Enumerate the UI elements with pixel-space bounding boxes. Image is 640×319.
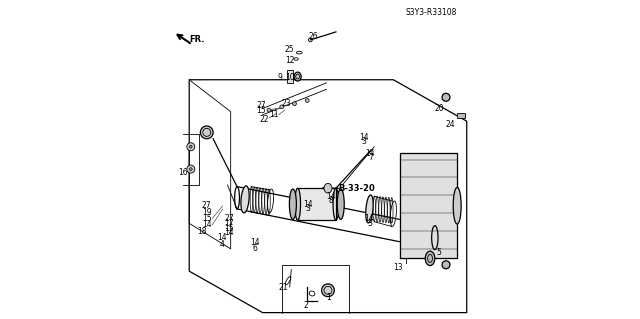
Text: 3: 3 (362, 137, 367, 146)
Text: 25: 25 (285, 45, 294, 54)
Text: 13: 13 (394, 263, 403, 272)
Text: 12: 12 (285, 56, 294, 65)
Text: 4: 4 (220, 240, 224, 249)
Bar (457, 113, 465, 118)
Text: B-33-20: B-33-20 (339, 184, 375, 193)
Text: 9: 9 (278, 73, 283, 82)
Text: 15: 15 (256, 106, 266, 115)
Ellipse shape (305, 99, 309, 102)
Ellipse shape (200, 126, 213, 139)
Ellipse shape (324, 183, 332, 193)
Bar (298, 188, 336, 220)
Ellipse shape (321, 284, 334, 297)
Ellipse shape (453, 188, 461, 224)
Text: 27: 27 (202, 201, 212, 210)
Ellipse shape (337, 189, 344, 219)
Text: 24: 24 (445, 120, 455, 129)
Text: 26: 26 (309, 32, 319, 41)
Text: 27: 27 (256, 101, 266, 110)
Text: 14: 14 (202, 220, 212, 229)
Text: FR.: FR. (189, 35, 205, 44)
Text: 20: 20 (435, 104, 444, 113)
Text: 7: 7 (368, 153, 373, 162)
Text: 11: 11 (269, 110, 278, 119)
Ellipse shape (289, 189, 296, 219)
Ellipse shape (292, 102, 296, 106)
Text: 14: 14 (365, 149, 375, 158)
Text: 18: 18 (197, 227, 207, 236)
Ellipse shape (267, 108, 271, 112)
Ellipse shape (280, 105, 284, 109)
Ellipse shape (241, 186, 249, 213)
Text: 6: 6 (252, 244, 257, 253)
Text: S3Y3-R33108: S3Y3-R33108 (406, 8, 458, 17)
Text: 19: 19 (202, 208, 212, 217)
Text: 14: 14 (303, 200, 313, 209)
Ellipse shape (442, 93, 450, 101)
Polygon shape (400, 153, 457, 258)
Ellipse shape (294, 72, 301, 81)
Text: 10: 10 (285, 73, 294, 82)
Text: 15: 15 (224, 224, 234, 233)
Ellipse shape (187, 143, 195, 151)
Text: 15: 15 (202, 214, 212, 223)
Ellipse shape (295, 188, 301, 220)
Ellipse shape (365, 195, 373, 223)
Text: 5: 5 (436, 248, 441, 256)
Ellipse shape (442, 261, 450, 269)
Text: 22: 22 (259, 115, 269, 124)
Text: 16: 16 (178, 168, 188, 177)
Text: 14: 14 (326, 192, 336, 201)
Text: 1: 1 (326, 293, 332, 302)
Text: 21: 21 (278, 283, 288, 292)
Text: 23: 23 (281, 99, 291, 108)
Text: 14: 14 (359, 133, 369, 142)
Text: 3: 3 (367, 219, 372, 228)
Text: 17: 17 (224, 219, 234, 228)
Ellipse shape (425, 251, 435, 265)
Text: 14: 14 (217, 233, 227, 242)
Text: 14: 14 (224, 228, 234, 237)
Text: 27: 27 (224, 214, 234, 223)
Text: 8: 8 (329, 197, 333, 205)
Text: 3: 3 (305, 204, 310, 213)
Text: 14: 14 (365, 214, 374, 223)
Ellipse shape (187, 165, 195, 173)
Text: 2: 2 (303, 301, 308, 310)
Text: 14: 14 (250, 238, 259, 247)
Bar (287, 70, 293, 83)
